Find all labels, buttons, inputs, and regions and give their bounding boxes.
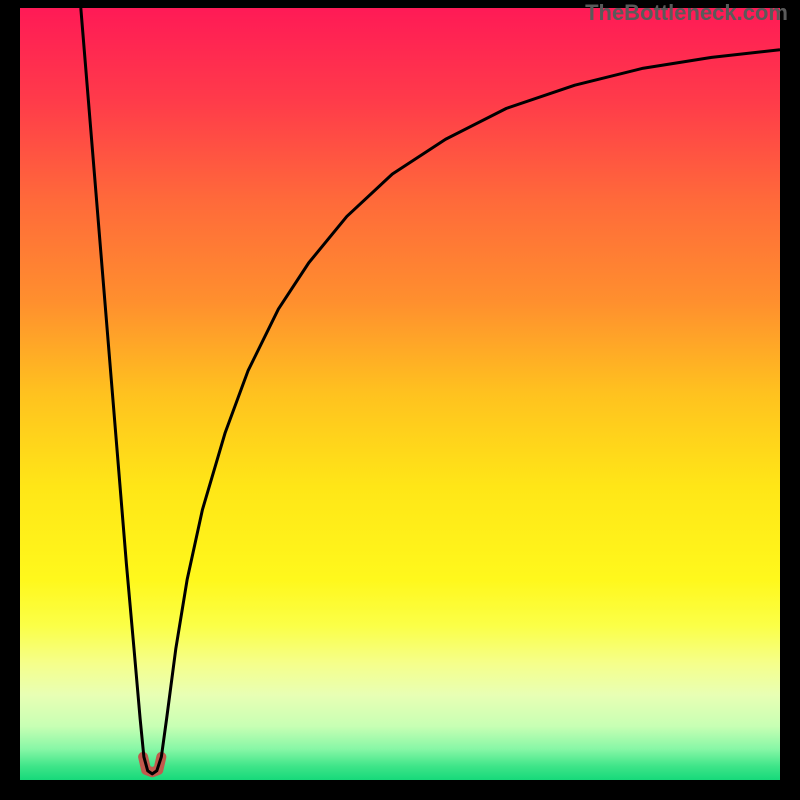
bottleneck-curve xyxy=(81,8,780,774)
curve-layer xyxy=(20,8,780,780)
chart-frame: TheBottleneck.com xyxy=(0,0,800,800)
plot-area xyxy=(20,8,780,780)
watermark-text: TheBottleneck.com xyxy=(585,0,788,26)
